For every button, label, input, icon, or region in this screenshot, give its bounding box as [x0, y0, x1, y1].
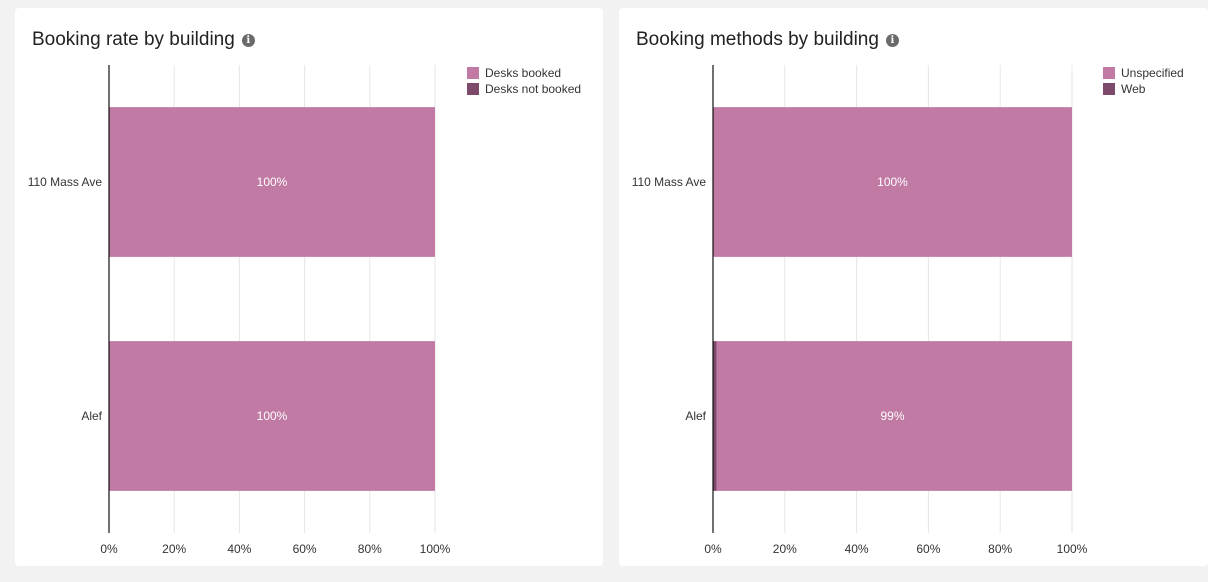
- bar-desks-booked[interactable]: [109, 341, 435, 491]
- booking-methods-chart: 0% 20% 40% 60% 80% 100% 110 Mass Ave 100% Alef 99…: [632, 65, 1184, 556]
- x-tick-label: 0%: [704, 542, 722, 556]
- y-category-label: Alef: [685, 409, 706, 423]
- bar-desks-booked[interactable]: [109, 107, 435, 257]
- legend-swatch: [1103, 83, 1115, 95]
- x-tick-label: 80%: [988, 542, 1012, 556]
- x-tick-label: 40%: [227, 542, 251, 556]
- x-tick-label: 100%: [420, 542, 451, 556]
- x-tick-label: 80%: [358, 542, 382, 556]
- chart-title-text: Booking rate by building: [32, 29, 235, 50]
- y-category-label: Alef: [81, 409, 102, 423]
- legend-swatch: [1103, 67, 1115, 79]
- bar-data-label: 100%: [257, 175, 288, 189]
- y-category-label: 110 Mass Ave: [632, 175, 707, 189]
- bar-data-label: 100%: [877, 175, 908, 189]
- bar-unspecified[interactable]: [716, 341, 1072, 491]
- x-tick-label: 100%: [1057, 542, 1088, 556]
- info-icon[interactable]: i: [241, 33, 255, 47]
- legend-label[interactable]: Unspecified: [1121, 66, 1184, 80]
- legend-label[interactable]: Desks booked: [485, 66, 561, 80]
- legend-label[interactable]: Web: [1121, 82, 1146, 96]
- y-category-label: 110 Mass Ave: [28, 175, 103, 189]
- x-tick-label: 20%: [162, 542, 186, 556]
- chart-title: Booking methods by building i: [636, 29, 899, 51]
- bar-unspecified[interactable]: [713, 107, 1072, 257]
- legend-swatch: [467, 67, 479, 79]
- x-tick-label: 20%: [773, 542, 797, 556]
- legend-swatch: [467, 83, 479, 95]
- x-tick-label: 60%: [293, 542, 317, 556]
- x-tick-label: 0%: [100, 542, 118, 556]
- legend-label[interactable]: Desks not booked: [485, 82, 581, 96]
- bar-web[interactable]: [713, 341, 717, 491]
- booking-rate-card: Booking rate by building i 0% 20% 40% 60% 80…: [15, 8, 603, 566]
- info-icon[interactable]: i: [885, 33, 899, 47]
- chart-title: Booking rate by building i: [32, 29, 255, 51]
- bar-data-label: 100%: [257, 409, 288, 423]
- bar-data-label: 99%: [880, 409, 904, 423]
- booking-methods-card: Booking methods by building i 0% 20% 40% 60…: [619, 8, 1208, 566]
- booking-rate-chart: 0% 20% 40% 60% 80% 100% 110 Mass Ave 100% Alef 10…: [28, 65, 581, 556]
- x-tick-label: 40%: [845, 542, 869, 556]
- x-tick-label: 60%: [916, 542, 940, 556]
- chart-title-text: Booking methods by building: [636, 29, 879, 50]
